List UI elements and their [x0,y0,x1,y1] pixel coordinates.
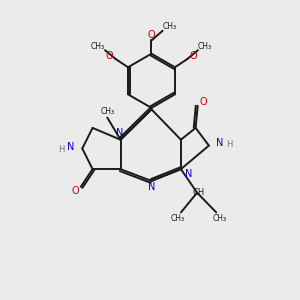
Text: CH₃: CH₃ [198,42,212,51]
Text: H: H [58,145,64,154]
Text: H: H [226,140,233,149]
Text: CH₃: CH₃ [171,214,185,223]
Text: N: N [68,142,75,152]
Text: O: O [72,186,79,196]
Text: N: N [148,182,155,192]
Text: O: O [106,51,114,61]
Text: O: O [189,51,197,61]
Text: CH₃: CH₃ [101,106,115,116]
Text: N: N [116,128,124,138]
Text: CH₃: CH₃ [163,22,177,31]
Text: CH: CH [193,188,205,197]
Text: CH₃: CH₃ [91,42,105,51]
Text: N: N [185,169,193,179]
Text: N: N [216,138,224,148]
Text: CH₃: CH₃ [212,214,226,223]
Text: O: O [148,31,155,40]
Text: O: O [200,97,207,107]
